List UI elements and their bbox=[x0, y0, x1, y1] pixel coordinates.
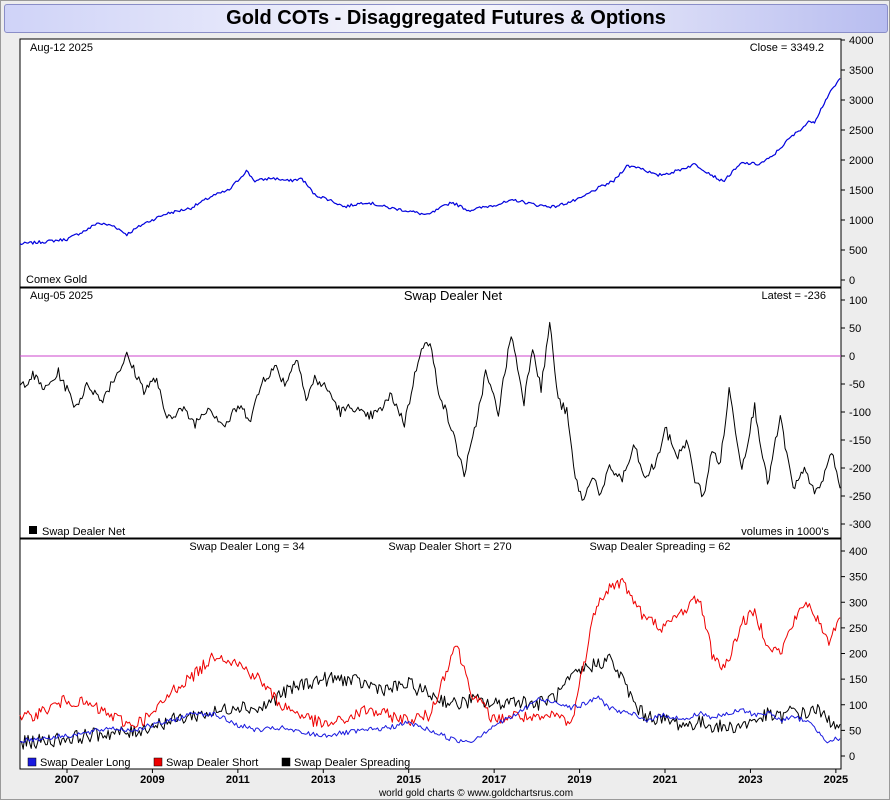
y-tick-label: -150 bbox=[849, 435, 871, 447]
legend-label: Swap Dealer Net bbox=[42, 526, 125, 538]
y-tick-label: 200 bbox=[849, 649, 867, 661]
y-tick-label: -200 bbox=[849, 463, 871, 475]
x-tick-label: 2017 bbox=[482, 774, 506, 786]
y-tick-label: 150 bbox=[849, 674, 867, 686]
x-tick-label: 2011 bbox=[226, 774, 250, 786]
title-bar: Gold COTs - Disaggregated Futures & Opti… bbox=[4, 4, 888, 33]
y-tick-label: 50 bbox=[849, 725, 861, 737]
y-tick-label: 250 bbox=[849, 623, 867, 635]
y-tick-label: 3500 bbox=[849, 65, 873, 77]
latest-readout: Latest = -236 bbox=[761, 290, 826, 302]
x-tick-label: 2025 bbox=[824, 774, 848, 786]
series-line-swap-dealer-long bbox=[19, 695, 841, 744]
y-tick-label: 0 bbox=[849, 751, 855, 763]
x-tick-label: 2021 bbox=[653, 774, 677, 786]
series-label: Comex Gold bbox=[26, 274, 87, 286]
y-tick-label: 1500 bbox=[849, 185, 873, 197]
y-tick-label: 500 bbox=[849, 245, 867, 257]
close-readout: Close = 3349.2 bbox=[750, 42, 824, 54]
legend-label: Swap Dealer Short bbox=[166, 757, 258, 769]
y-tick-label: 4000 bbox=[849, 35, 873, 47]
x-tick-label: 2019 bbox=[567, 774, 591, 786]
y-tick-label: 300 bbox=[849, 597, 867, 609]
footer-credit: world gold charts © www.goldchartsrus.co… bbox=[378, 788, 573, 799]
y-tick-label: 3000 bbox=[849, 95, 873, 107]
legend-swatch bbox=[27, 757, 37, 767]
x-tick-label: 2007 bbox=[55, 774, 79, 786]
plot-area bbox=[19, 38, 842, 770]
y-tick-label: 100 bbox=[849, 295, 867, 307]
panel-title: Swap Dealer Net bbox=[404, 288, 503, 303]
date-label: Aug-12 2025 bbox=[30, 42, 93, 54]
y-tick-label: 1000 bbox=[849, 215, 873, 227]
x-tick-label: 2013 bbox=[311, 774, 335, 786]
legend-label: Swap Dealer Spreading bbox=[294, 757, 410, 769]
y-tick-label: -300 bbox=[849, 519, 871, 531]
y-tick-label: 0 bbox=[849, 351, 855, 363]
y-tick-label: 400 bbox=[849, 546, 867, 558]
x-tick-label: 2023 bbox=[738, 774, 762, 786]
position-readout: Swap Dealer Spreading = 62 bbox=[590, 541, 731, 553]
series-line-swap-dealer-short bbox=[19, 577, 841, 728]
y-tick-label: 50 bbox=[849, 323, 861, 335]
legend-swatch bbox=[153, 757, 163, 767]
legend-label: Swap Dealer Long bbox=[40, 757, 131, 769]
legend-swatch bbox=[29, 526, 37, 534]
series-line-comex-gold bbox=[19, 77, 841, 246]
chart-title: Gold COTs - Disaggregated Futures & Opti… bbox=[226, 7, 666, 29]
x-tick-label: 2015 bbox=[396, 774, 420, 786]
series-line-swap-dealer-net bbox=[19, 321, 841, 501]
y-tick-label: 100 bbox=[849, 700, 867, 712]
y-tick-label: -250 bbox=[849, 491, 871, 503]
y-tick-label: 350 bbox=[849, 572, 867, 584]
y-tick-label: -50 bbox=[849, 379, 865, 391]
position-readout: Swap Dealer Short = 270 bbox=[388, 541, 511, 553]
position-readout: Swap Dealer Long = 34 bbox=[189, 541, 304, 553]
legend-swatch bbox=[281, 757, 291, 767]
y-tick-label: 0 bbox=[849, 275, 855, 287]
x-tick-label: 2009 bbox=[140, 774, 164, 786]
y-tick-label: -100 bbox=[849, 407, 871, 419]
date-label: Aug-05 2025 bbox=[30, 290, 93, 302]
series-line-swap-dealer-spreading bbox=[19, 653, 841, 750]
units-note: volumes in 1000's bbox=[741, 526, 829, 538]
y-tick-label: 2000 bbox=[849, 155, 873, 167]
y-tick-label: 2500 bbox=[849, 125, 873, 137]
